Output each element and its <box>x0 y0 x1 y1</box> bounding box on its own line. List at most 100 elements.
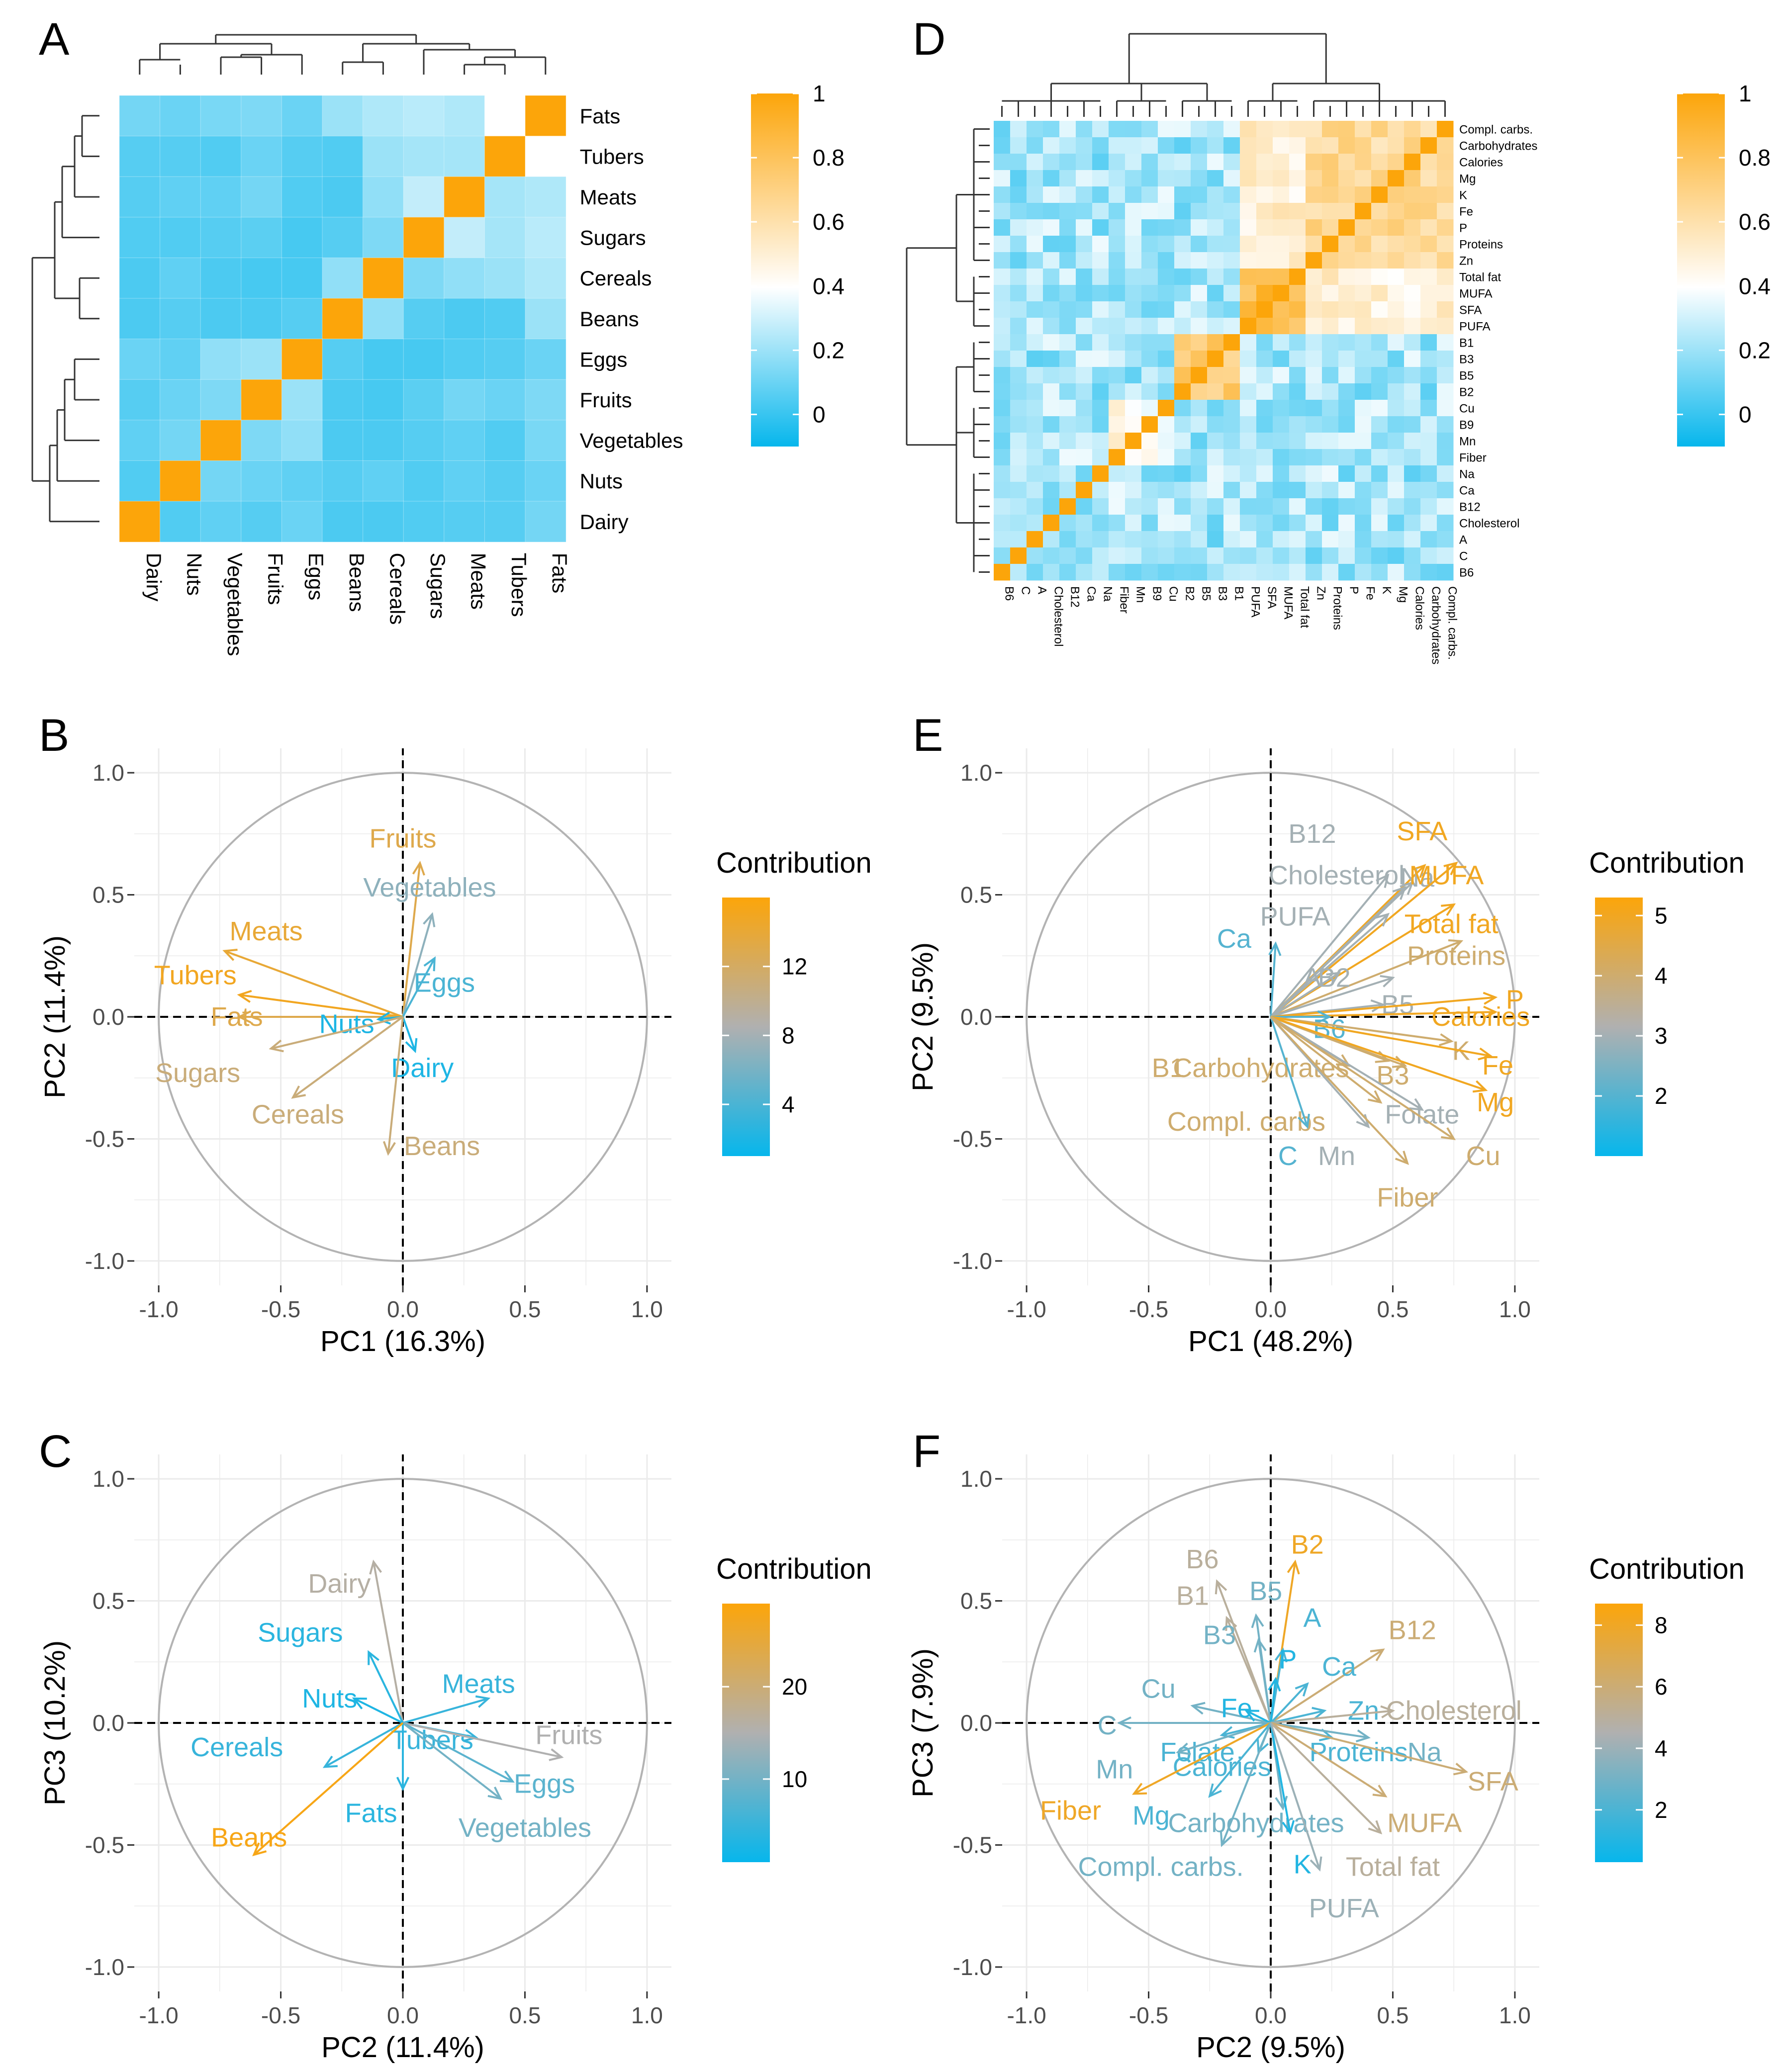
variable-label: Fats <box>211 1002 263 1032</box>
heat-cell <box>1437 547 1454 564</box>
heat-cell <box>1306 203 1322 220</box>
arrow-head <box>1400 881 1414 896</box>
heat-cell <box>1207 252 1224 269</box>
heat-cell <box>403 420 445 461</box>
contribution-legend: Contribution 8 6 4 2 <box>1589 1553 1745 1862</box>
heat-cell <box>1355 383 1372 400</box>
row-label: Mn <box>1459 435 1476 449</box>
heat-cell <box>1306 482 1322 499</box>
heat-cell <box>1289 121 1306 138</box>
variable-arrow <box>1192 1705 1271 1724</box>
panel-letter-C: C <box>39 1426 72 1477</box>
variable-label: PUFA <box>1260 902 1330 932</box>
heat-cell <box>1207 269 1224 285</box>
arrow-head <box>1376 873 1390 888</box>
heat-cell <box>322 217 364 259</box>
legend-tick-label: 6 <box>1655 1674 1668 1700</box>
variable-arrow <box>1177 1722 1271 1753</box>
y-tick-label: -0.5 <box>85 1126 124 1152</box>
variable-label: Nuts <box>302 1684 357 1713</box>
heat-cell <box>1355 334 1372 351</box>
col-label: Eggs <box>304 553 328 601</box>
heat-cell <box>1125 531 1142 548</box>
heat-cell <box>1043 334 1060 351</box>
heat-cell <box>1010 498 1027 515</box>
arrow-head <box>396 1777 410 1792</box>
y-tick-label: -0.5 <box>85 1832 124 1858</box>
heat-cell <box>403 257 445 299</box>
heat-cell <box>1256 465 1273 482</box>
heat-cell <box>1322 433 1339 450</box>
legend-title: Contribution <box>716 847 872 879</box>
heat-cell <box>1109 154 1125 171</box>
heat-cell <box>322 257 364 299</box>
heat-cell <box>281 95 323 137</box>
heat-cell <box>1420 433 1437 450</box>
row-label: PUFA <box>1459 320 1491 334</box>
heat-cell <box>1273 449 1290 466</box>
heat-cell <box>1158 498 1175 515</box>
heat-cell <box>1371 137 1388 154</box>
heat-cell <box>1273 482 1290 499</box>
y-axis-title: PC3 (10.2%) <box>39 1640 71 1805</box>
heat-cell <box>1289 170 1306 187</box>
heat-cell <box>1059 498 1076 515</box>
y-tick-label: 0.5 <box>93 1588 124 1614</box>
heat-cell <box>1174 203 1191 220</box>
heat-cell <box>1027 154 1043 171</box>
heat-cell <box>1141 203 1158 220</box>
heat-cell <box>1076 203 1093 220</box>
contribution-legend: Contribution 12 8 4 <box>716 847 872 1156</box>
heat-cell <box>1158 515 1175 532</box>
variable-arrow <box>1270 1722 1386 1797</box>
heat-cell <box>1223 236 1240 253</box>
heat-cell <box>1141 564 1158 581</box>
heat-cell <box>1043 219 1060 236</box>
heat-cell <box>1092 334 1109 351</box>
heat-colorbar-A: 1 0.8 0.6 0.4 0.2 0 <box>751 81 844 447</box>
heat-cell <box>160 298 201 340</box>
variable-label: Dairy <box>308 1569 371 1599</box>
heat-cell <box>1420 186 1437 203</box>
heat-cell <box>1404 186 1421 203</box>
heat-cell <box>484 379 526 421</box>
heat-cell <box>1027 383 1043 400</box>
heat-cell <box>1174 219 1191 236</box>
heat-cell <box>994 137 1011 154</box>
heat-cell <box>1388 236 1405 253</box>
heat-cell <box>1223 186 1240 203</box>
heat-cell <box>484 176 526 218</box>
heat-cell <box>281 176 323 218</box>
heat-cell <box>1256 186 1273 203</box>
heat-cell <box>1141 383 1158 400</box>
heat-cell <box>1404 121 1421 138</box>
heat-cell <box>1059 186 1076 203</box>
heat-cell <box>1141 236 1158 253</box>
heat-cell <box>119 298 161 340</box>
heat-cell <box>1371 269 1388 285</box>
variable-label: Fiber <box>1040 1796 1101 1826</box>
heat-cell <box>1059 351 1076 367</box>
heat-cell <box>1322 154 1339 171</box>
heat-cell <box>1125 416 1142 433</box>
heat-cell <box>1273 137 1290 154</box>
x-tick-label: 0.0 <box>1255 1296 1287 1322</box>
heat-cell <box>1059 482 1076 499</box>
arrow-head <box>1370 1648 1385 1662</box>
variable-arrow <box>1270 1722 1369 1739</box>
heat-cell <box>1223 301 1240 318</box>
heat-cell <box>1240 351 1257 367</box>
heat-cell <box>1223 121 1240 138</box>
heat-cell <box>160 257 201 299</box>
heat-cell <box>1027 285 1043 302</box>
col-label: B5 <box>1200 586 1213 601</box>
heat-cell <box>1289 252 1306 269</box>
heat-cell <box>1158 334 1175 351</box>
variable-arrow <box>324 1722 403 1768</box>
variable-arrow <box>402 1722 501 1800</box>
heat-cell <box>1109 203 1125 220</box>
heat-cell <box>1223 367 1240 384</box>
heat-cell <box>160 95 201 137</box>
heat-cell <box>1174 121 1191 138</box>
